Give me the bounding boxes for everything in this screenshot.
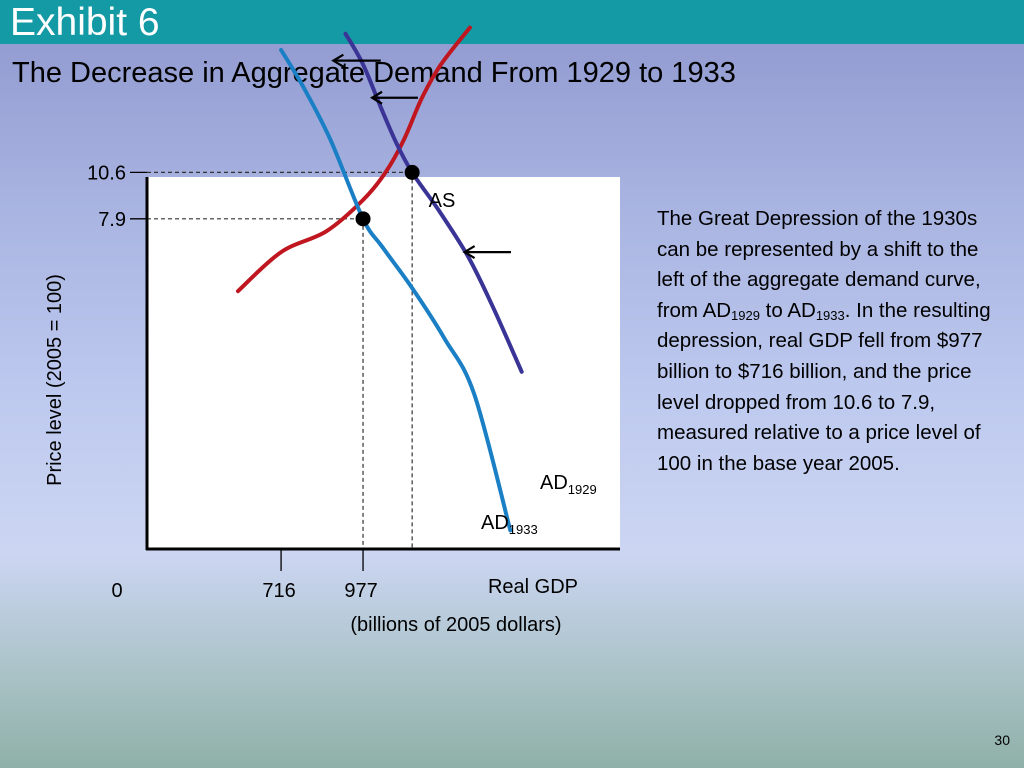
description-part-3: . In the resulting depression, real GDP … bbox=[657, 298, 991, 475]
curve-ad1933 bbox=[279, 48, 513, 533]
x-tick-label: 977 bbox=[344, 580, 377, 602]
x-axis-title: Real GDP bbox=[488, 576, 578, 598]
series-label-as: AS bbox=[429, 190, 456, 212]
series-label-ad1929: AD1929 bbox=[540, 472, 597, 497]
description-text: The Great Depression of the 1930s can be… bbox=[657, 204, 1002, 479]
guide-lines bbox=[147, 171, 413, 549]
equilibrium-point-1933 bbox=[355, 211, 371, 227]
x-axis-subtitle: (billions of 2005 dollars) bbox=[350, 614, 561, 636]
slide-number: 30 bbox=[994, 732, 1010, 748]
description-part-1: The Great Depression of the 1930s can be… bbox=[657, 207, 981, 322]
plot-area bbox=[147, 177, 620, 549]
y-axis-title: Price level (2005 = 100) bbox=[44, 274, 66, 486]
page-title: The Decrease in Aggregate Demand From 19… bbox=[12, 57, 736, 89]
tick-labels: 7.9 10.6 716 977 bbox=[87, 162, 378, 602]
x-tick-label: 716 bbox=[262, 580, 295, 602]
origin-label: 0 bbox=[111, 580, 122, 602]
exhibit-title: Exhibit 6 bbox=[10, 1, 160, 44]
description-part-2: to AD bbox=[759, 298, 816, 322]
shift-arrows bbox=[331, 53, 511, 260]
equilibrium-points bbox=[355, 164, 420, 227]
equilibrium-point-1929 bbox=[404, 164, 420, 180]
description-sub-1929: 1929 bbox=[731, 307, 760, 323]
shift-arrow-3 bbox=[462, 245, 511, 260]
y-tick-label: 7.9 bbox=[98, 209, 126, 231]
header-bar bbox=[0, 0, 1024, 44]
shift-arrow-2 bbox=[369, 90, 418, 105]
series-label-ad1933: AD1933 bbox=[481, 512, 538, 537]
y-tick-label: 10.6 bbox=[87, 162, 126, 184]
description-sub-1933: 1933 bbox=[815, 307, 845, 323]
shift-arrow-1 bbox=[331, 53, 381, 68]
curve-as bbox=[236, 25, 472, 294]
